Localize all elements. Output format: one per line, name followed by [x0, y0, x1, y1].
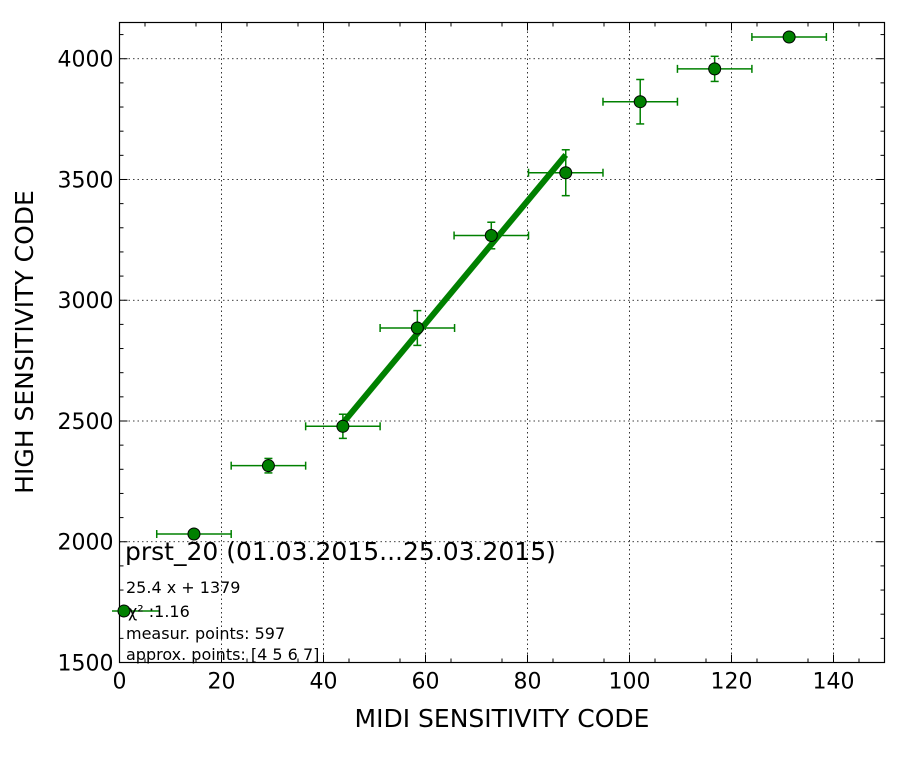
measur-points-label: measur. points: 597 [126, 624, 285, 643]
chi-square-label: χ² :1.16 [128, 602, 190, 621]
y-tick-label: 3500 [58, 168, 114, 193]
y-tick-label: 3000 [58, 289, 114, 314]
plot-frame [118, 21, 886, 664]
x-tick-label: 20 [208, 670, 236, 695]
data-point [230, 457, 307, 474]
point-marker [410, 321, 424, 335]
data-point [751, 30, 828, 44]
point-marker [336, 419, 350, 433]
legend-marker-circle [117, 604, 131, 618]
fit-equation: 25.4 x + 1379 [126, 578, 240, 597]
approx-points-label: approx. points: [4 5 6 7] [126, 645, 319, 664]
x-tick-label: 60 [412, 670, 440, 695]
point-marker [261, 459, 275, 473]
data-point [155, 527, 232, 541]
point-marker [708, 62, 722, 76]
data-point [379, 309, 456, 347]
x-tick-label: 100 [609, 670, 651, 695]
data-point [453, 221, 530, 250]
y-tick-label: 1500 [58, 652, 114, 677]
points-layer [155, 30, 828, 541]
data-point [304, 413, 381, 440]
fit-layer [340, 153, 569, 425]
data-point [676, 55, 753, 83]
x-tick-label: 80 [514, 670, 542, 695]
point-marker [484, 229, 498, 243]
x-axis-label: MIDI SENSITIVITY CODE [355, 704, 650, 733]
chart-title: prst_20 (01.03.2015...25.03.2015) [125, 537, 556, 566]
x-tick-label: 40 [310, 670, 338, 695]
y-tick-label: 4000 [58, 48, 114, 73]
y-tick-label: 2000 [58, 531, 114, 556]
point-marker [559, 166, 573, 180]
x-tick-label: 120 [711, 670, 753, 695]
ticks [119, 22, 885, 663]
x-tick-label: 0 [113, 670, 127, 695]
y-tick-label: 2500 [58, 410, 114, 435]
y-axis-label: HIGH SENSITIVITY CODE [10, 190, 39, 494]
grid [119, 22, 885, 663]
data-point [527, 149, 604, 197]
x-tick-label: 140 [813, 670, 855, 695]
legend-marker [112, 604, 160, 618]
point-marker [782, 30, 796, 44]
point-marker [633, 95, 647, 109]
data-point [602, 78, 679, 125]
tick-labels: 0 20 40 60 80 100 120 140 1500 2000 2500 3000 3500 40… [58, 48, 855, 695]
point-marker [187, 527, 201, 541]
fit-line [340, 153, 569, 425]
